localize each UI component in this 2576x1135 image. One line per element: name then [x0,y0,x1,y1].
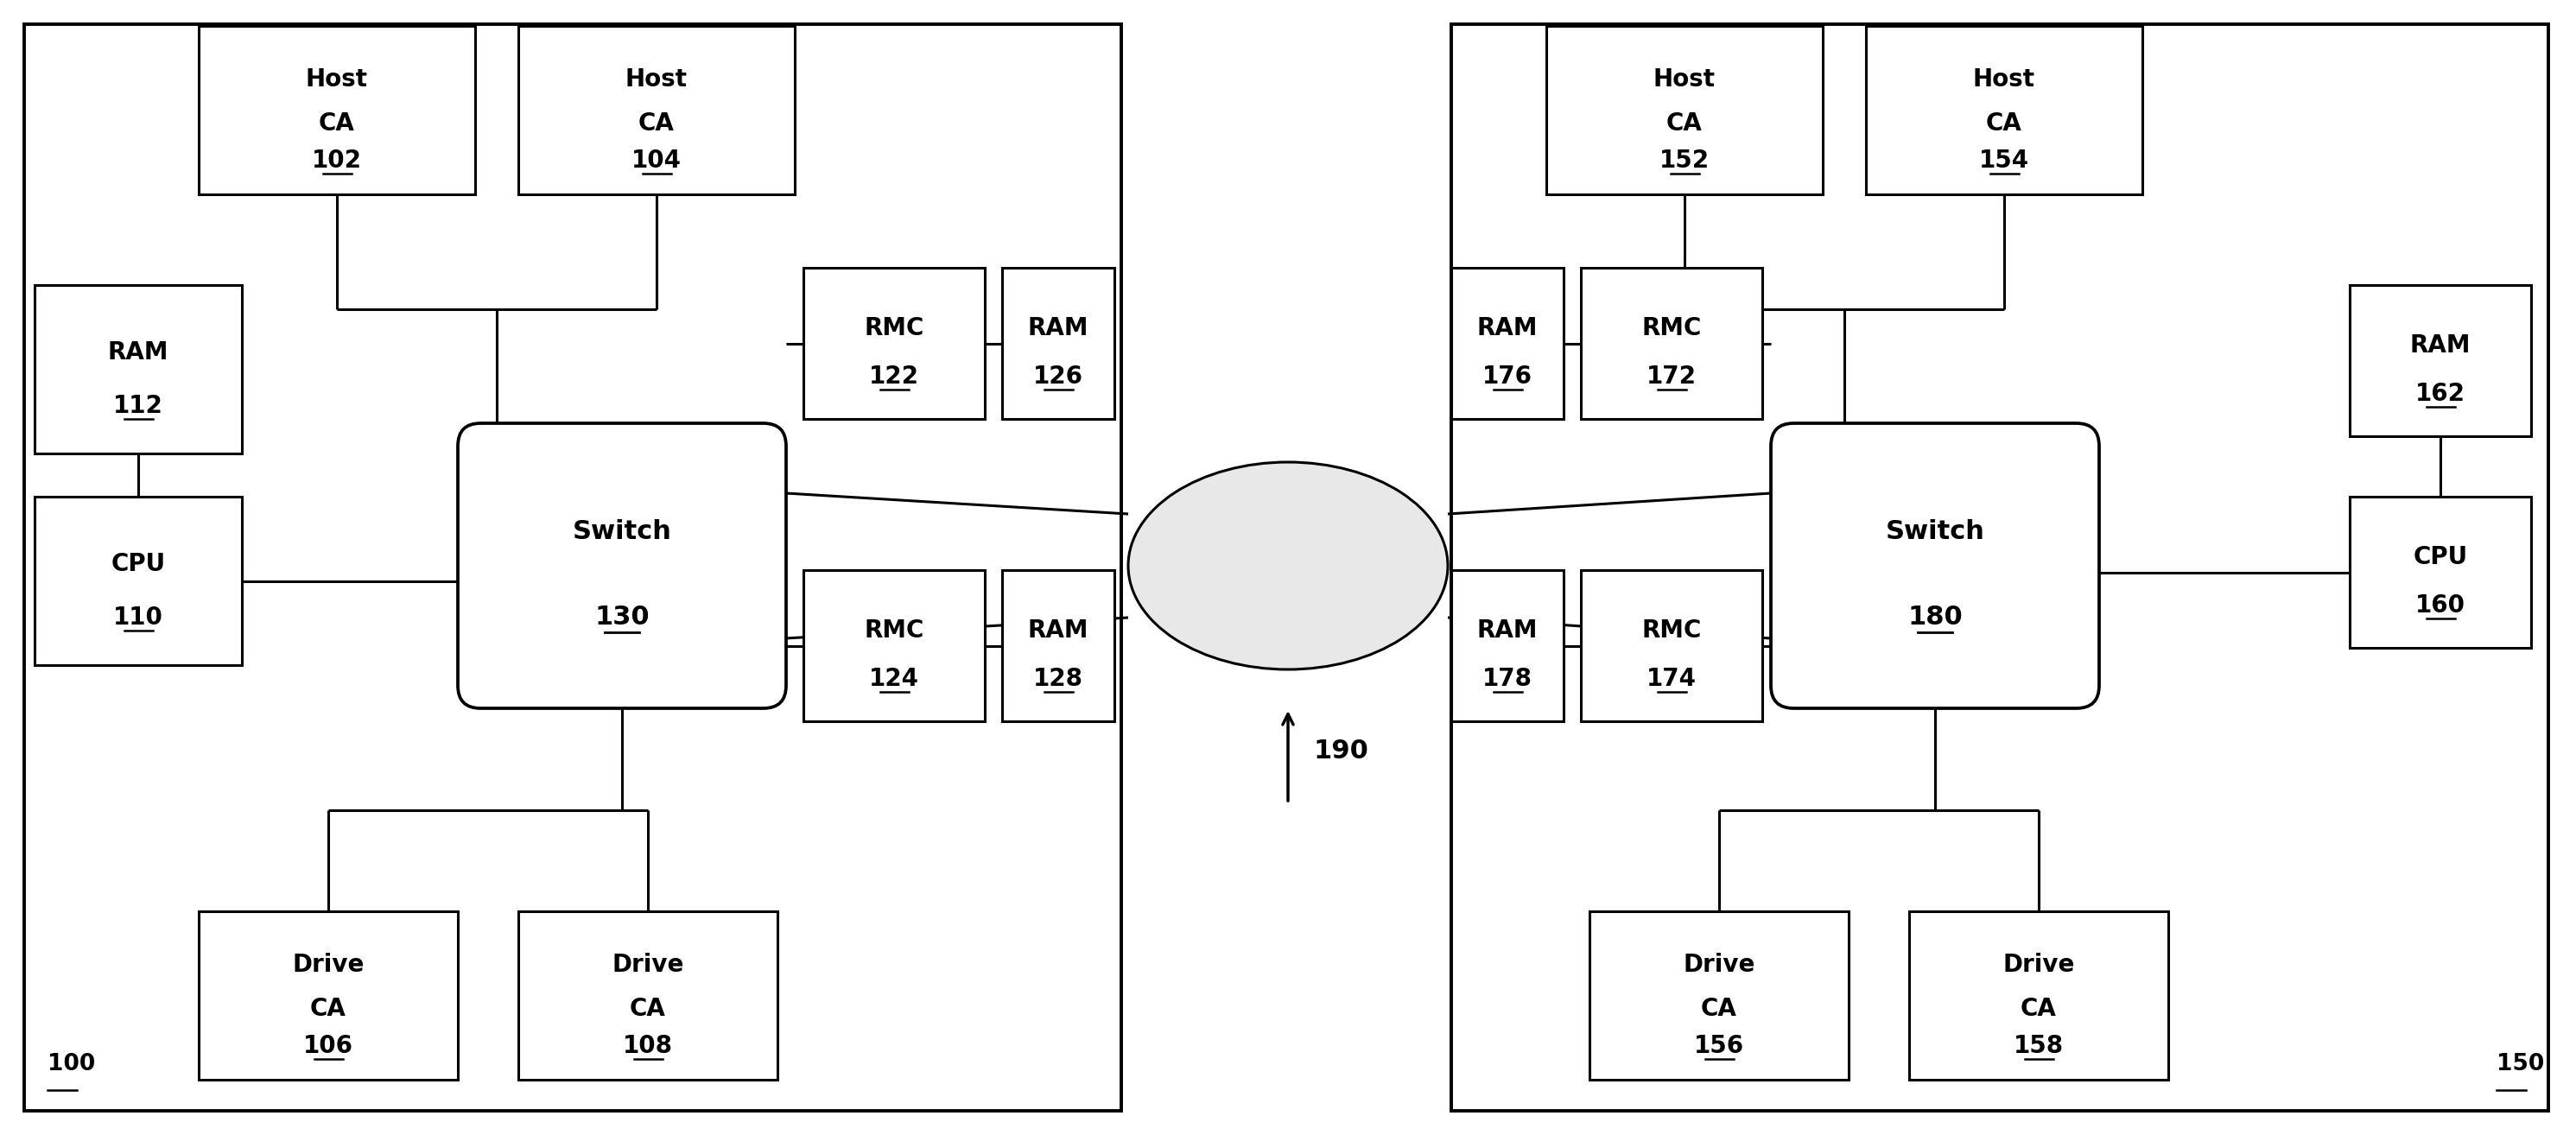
Text: 126: 126 [1033,364,1084,388]
Text: 106: 106 [304,1034,353,1058]
Bar [804,570,984,721]
Text: Drive: Drive [2002,953,2074,977]
Text: CA: CA [639,111,675,136]
Text: RAM: RAM [1476,317,1538,340]
Text: Host: Host [626,68,688,92]
Ellipse shape [1128,462,1448,670]
Text: 110: 110 [113,606,162,630]
Text: Switch: Switch [1886,519,1984,544]
Text: 180: 180 [1906,605,1963,630]
Text: 174: 174 [1646,667,1698,691]
Text: RAM: RAM [1476,619,1538,642]
Bar [33,497,242,665]
Bar [1450,570,1564,721]
Bar [2349,497,2532,648]
Text: 152: 152 [1659,149,1710,173]
Bar [1909,911,2169,1079]
Text: 122: 122 [868,364,920,388]
Text: RAM: RAM [108,340,167,364]
Text: RMC: RMC [863,619,925,642]
Text: 128: 128 [1033,667,1084,691]
Text: 130: 130 [595,605,649,630]
Bar [1546,26,1824,194]
Text: 162: 162 [2416,381,2465,406]
Text: CPU: CPU [111,552,165,577]
Bar [1582,268,1762,419]
Text: 112: 112 [113,394,162,419]
Text: CA: CA [1667,111,1703,136]
Bar [198,911,459,1079]
Text: 108: 108 [623,1034,672,1058]
Bar [804,268,984,419]
Bar [518,911,778,1079]
Bar [198,26,474,194]
Text: RMC: RMC [863,317,925,340]
Text: Host: Host [1973,68,2035,92]
Text: RMC: RMC [1641,619,1703,642]
Text: CA: CA [309,997,345,1022]
Text: RAM: RAM [1028,619,1090,642]
Text: 158: 158 [2014,1034,2063,1058]
Bar [1865,26,2143,194]
Text: Host: Host [1654,68,1716,92]
Text: 172: 172 [1646,364,1698,388]
Text: Drive: Drive [291,953,363,977]
Text: 100: 100 [46,1053,95,1075]
Text: CA: CA [319,111,355,136]
Text: Drive: Drive [1682,953,1754,977]
Bar [1589,911,1850,1079]
FancyBboxPatch shape [1770,423,2099,708]
Bar [23,24,1121,1111]
Text: 156: 156 [1695,1034,1744,1058]
Text: RMC: RMC [1641,317,1703,340]
Bar [518,26,796,194]
Bar [2349,285,2532,436]
Text: 102: 102 [312,149,363,173]
Bar [1450,24,2548,1111]
Text: Switch: Switch [572,519,672,544]
Text: 154: 154 [1978,149,2030,173]
Text: 176: 176 [1481,364,1533,388]
Text: 104: 104 [631,149,683,173]
Bar [1582,570,1762,721]
Bar [1002,268,1115,419]
Text: 190: 190 [1314,739,1368,764]
Text: 178: 178 [1481,667,1533,691]
Text: CA: CA [1986,111,2022,136]
Text: CA: CA [2020,997,2056,1022]
Text: 160: 160 [2416,594,2465,617]
Text: 150: 150 [2496,1053,2545,1075]
Text: CPU: CPU [2414,545,2468,570]
Bar [33,285,242,454]
Text: Drive: Drive [613,953,683,977]
Text: Host: Host [307,68,368,92]
Bar [1002,570,1115,721]
Text: CA: CA [1700,997,1736,1022]
Text: 124: 124 [868,667,920,691]
Bar [1450,268,1564,419]
Text: RAM: RAM [2411,334,2470,358]
FancyBboxPatch shape [459,423,786,708]
Text: CA: CA [629,997,667,1022]
Text: RAM: RAM [1028,317,1090,340]
